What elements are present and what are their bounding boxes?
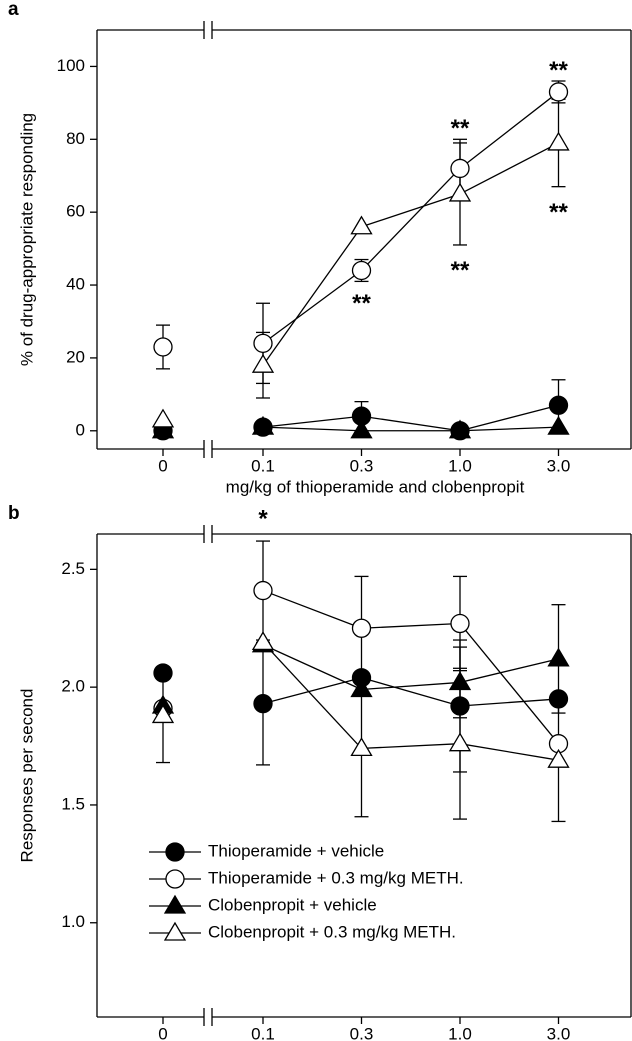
marker bbox=[251, 353, 275, 373]
series-line bbox=[361, 743, 461, 750]
series-line bbox=[361, 681, 461, 691]
series-line bbox=[361, 193, 461, 228]
marker bbox=[151, 704, 175, 724]
marker bbox=[350, 215, 373, 235]
y-tick-label: 1.0 bbox=[61, 912, 85, 931]
x-tick-label: 1.0 bbox=[448, 456, 472, 475]
series-line bbox=[459, 743, 559, 761]
marker bbox=[151, 408, 175, 428]
marker bbox=[253, 693, 273, 714]
x-tick-label: 3.0 bbox=[547, 456, 571, 475]
series-line bbox=[262, 269, 362, 344]
marker bbox=[450, 696, 470, 716]
marker bbox=[351, 260, 372, 281]
marker bbox=[548, 395, 569, 415]
y-tick-label: 100 bbox=[57, 56, 85, 75]
series-line bbox=[262, 641, 362, 749]
y-axis-label: % of drug-appropriate responding bbox=[17, 113, 36, 366]
series-line bbox=[459, 142, 559, 195]
marker bbox=[547, 131, 570, 151]
series-line bbox=[361, 168, 461, 271]
series-line bbox=[361, 622, 461, 629]
marker bbox=[350, 737, 373, 757]
annotation: ** bbox=[451, 257, 470, 284]
x-tick-label: 1.0 bbox=[448, 1024, 472, 1041]
y-axis-label: Responses per second bbox=[17, 689, 36, 863]
annotation: ** bbox=[352, 290, 371, 317]
marker bbox=[153, 663, 173, 683]
series-line bbox=[262, 426, 362, 432]
series-line bbox=[459, 658, 559, 684]
marker bbox=[450, 158, 470, 179]
annotation: ** bbox=[549, 57, 568, 84]
x-tick-label: 3.0 bbox=[547, 1024, 571, 1041]
series-line bbox=[459, 426, 559, 432]
legend-marker bbox=[165, 869, 185, 889]
series-line bbox=[459, 404, 559, 432]
series-line bbox=[262, 226, 363, 366]
legend-label: Thioperamide + 0.3 mg/kg METH. bbox=[208, 868, 464, 887]
x-tick-label: 0 bbox=[158, 1024, 167, 1041]
marker bbox=[151, 419, 175, 439]
marker bbox=[153, 337, 173, 357]
annotation: ** bbox=[451, 115, 470, 142]
y-tick-label: 2.5 bbox=[61, 559, 85, 578]
marker bbox=[253, 580, 273, 601]
y-tick-label: 0 bbox=[76, 420, 85, 439]
series-line bbox=[262, 589, 362, 629]
y-tick-label: 2.0 bbox=[61, 677, 85, 696]
series-line bbox=[361, 415, 461, 432]
y-tick-label: 1.5 bbox=[61, 794, 85, 813]
series-line bbox=[459, 91, 559, 169]
y-tick-label: 60 bbox=[66, 202, 85, 221]
marker bbox=[548, 82, 569, 102]
series-line bbox=[262, 415, 362, 428]
x-tick-label: 0.1 bbox=[251, 456, 275, 475]
series-line bbox=[262, 677, 362, 705]
legend-marker bbox=[165, 842, 185, 862]
legend-marker bbox=[163, 894, 187, 914]
marker bbox=[448, 671, 472, 691]
marker bbox=[251, 631, 275, 651]
x-tick-label: 0 bbox=[158, 456, 167, 475]
y-tick-label: 40 bbox=[66, 275, 85, 294]
marker bbox=[450, 613, 470, 634]
marker bbox=[548, 689, 569, 709]
marker bbox=[251, 415, 275, 435]
y-tick-label: 80 bbox=[66, 129, 85, 148]
x-tick-label: 0.3 bbox=[350, 456, 374, 475]
marker bbox=[351, 618, 372, 638]
marker bbox=[547, 647, 570, 667]
series-line bbox=[459, 623, 560, 745]
marker bbox=[350, 678, 373, 698]
marker bbox=[547, 748, 570, 768]
annotation: ** bbox=[549, 199, 568, 226]
marker bbox=[547, 415, 570, 435]
legend-label: Thioperamide + vehicle bbox=[208, 841, 384, 860]
marker bbox=[350, 419, 373, 439]
marker bbox=[448, 182, 472, 202]
panel-label: a bbox=[8, 0, 19, 20]
legend-label: Clobenpropit + vehicle bbox=[208, 895, 377, 914]
panel-label: b bbox=[8, 503, 20, 524]
legend-marker bbox=[163, 921, 187, 941]
x-tick-label: 0.1 bbox=[251, 1024, 275, 1041]
y-tick-label: 20 bbox=[66, 347, 85, 366]
series-line bbox=[262, 644, 362, 691]
marker bbox=[448, 419, 472, 439]
annotation: * bbox=[258, 505, 268, 532]
series-line bbox=[459, 698, 559, 707]
x-axis-label: mg/kg of thioperamide and clobenpropit bbox=[226, 477, 525, 496]
series-line bbox=[361, 677, 461, 707]
x-tick-label: 0.3 bbox=[350, 1024, 374, 1041]
marker bbox=[448, 732, 472, 752]
marker bbox=[253, 333, 273, 353]
legend-label: Clobenpropit + 0.3 mg/kg METH. bbox=[208, 922, 456, 941]
